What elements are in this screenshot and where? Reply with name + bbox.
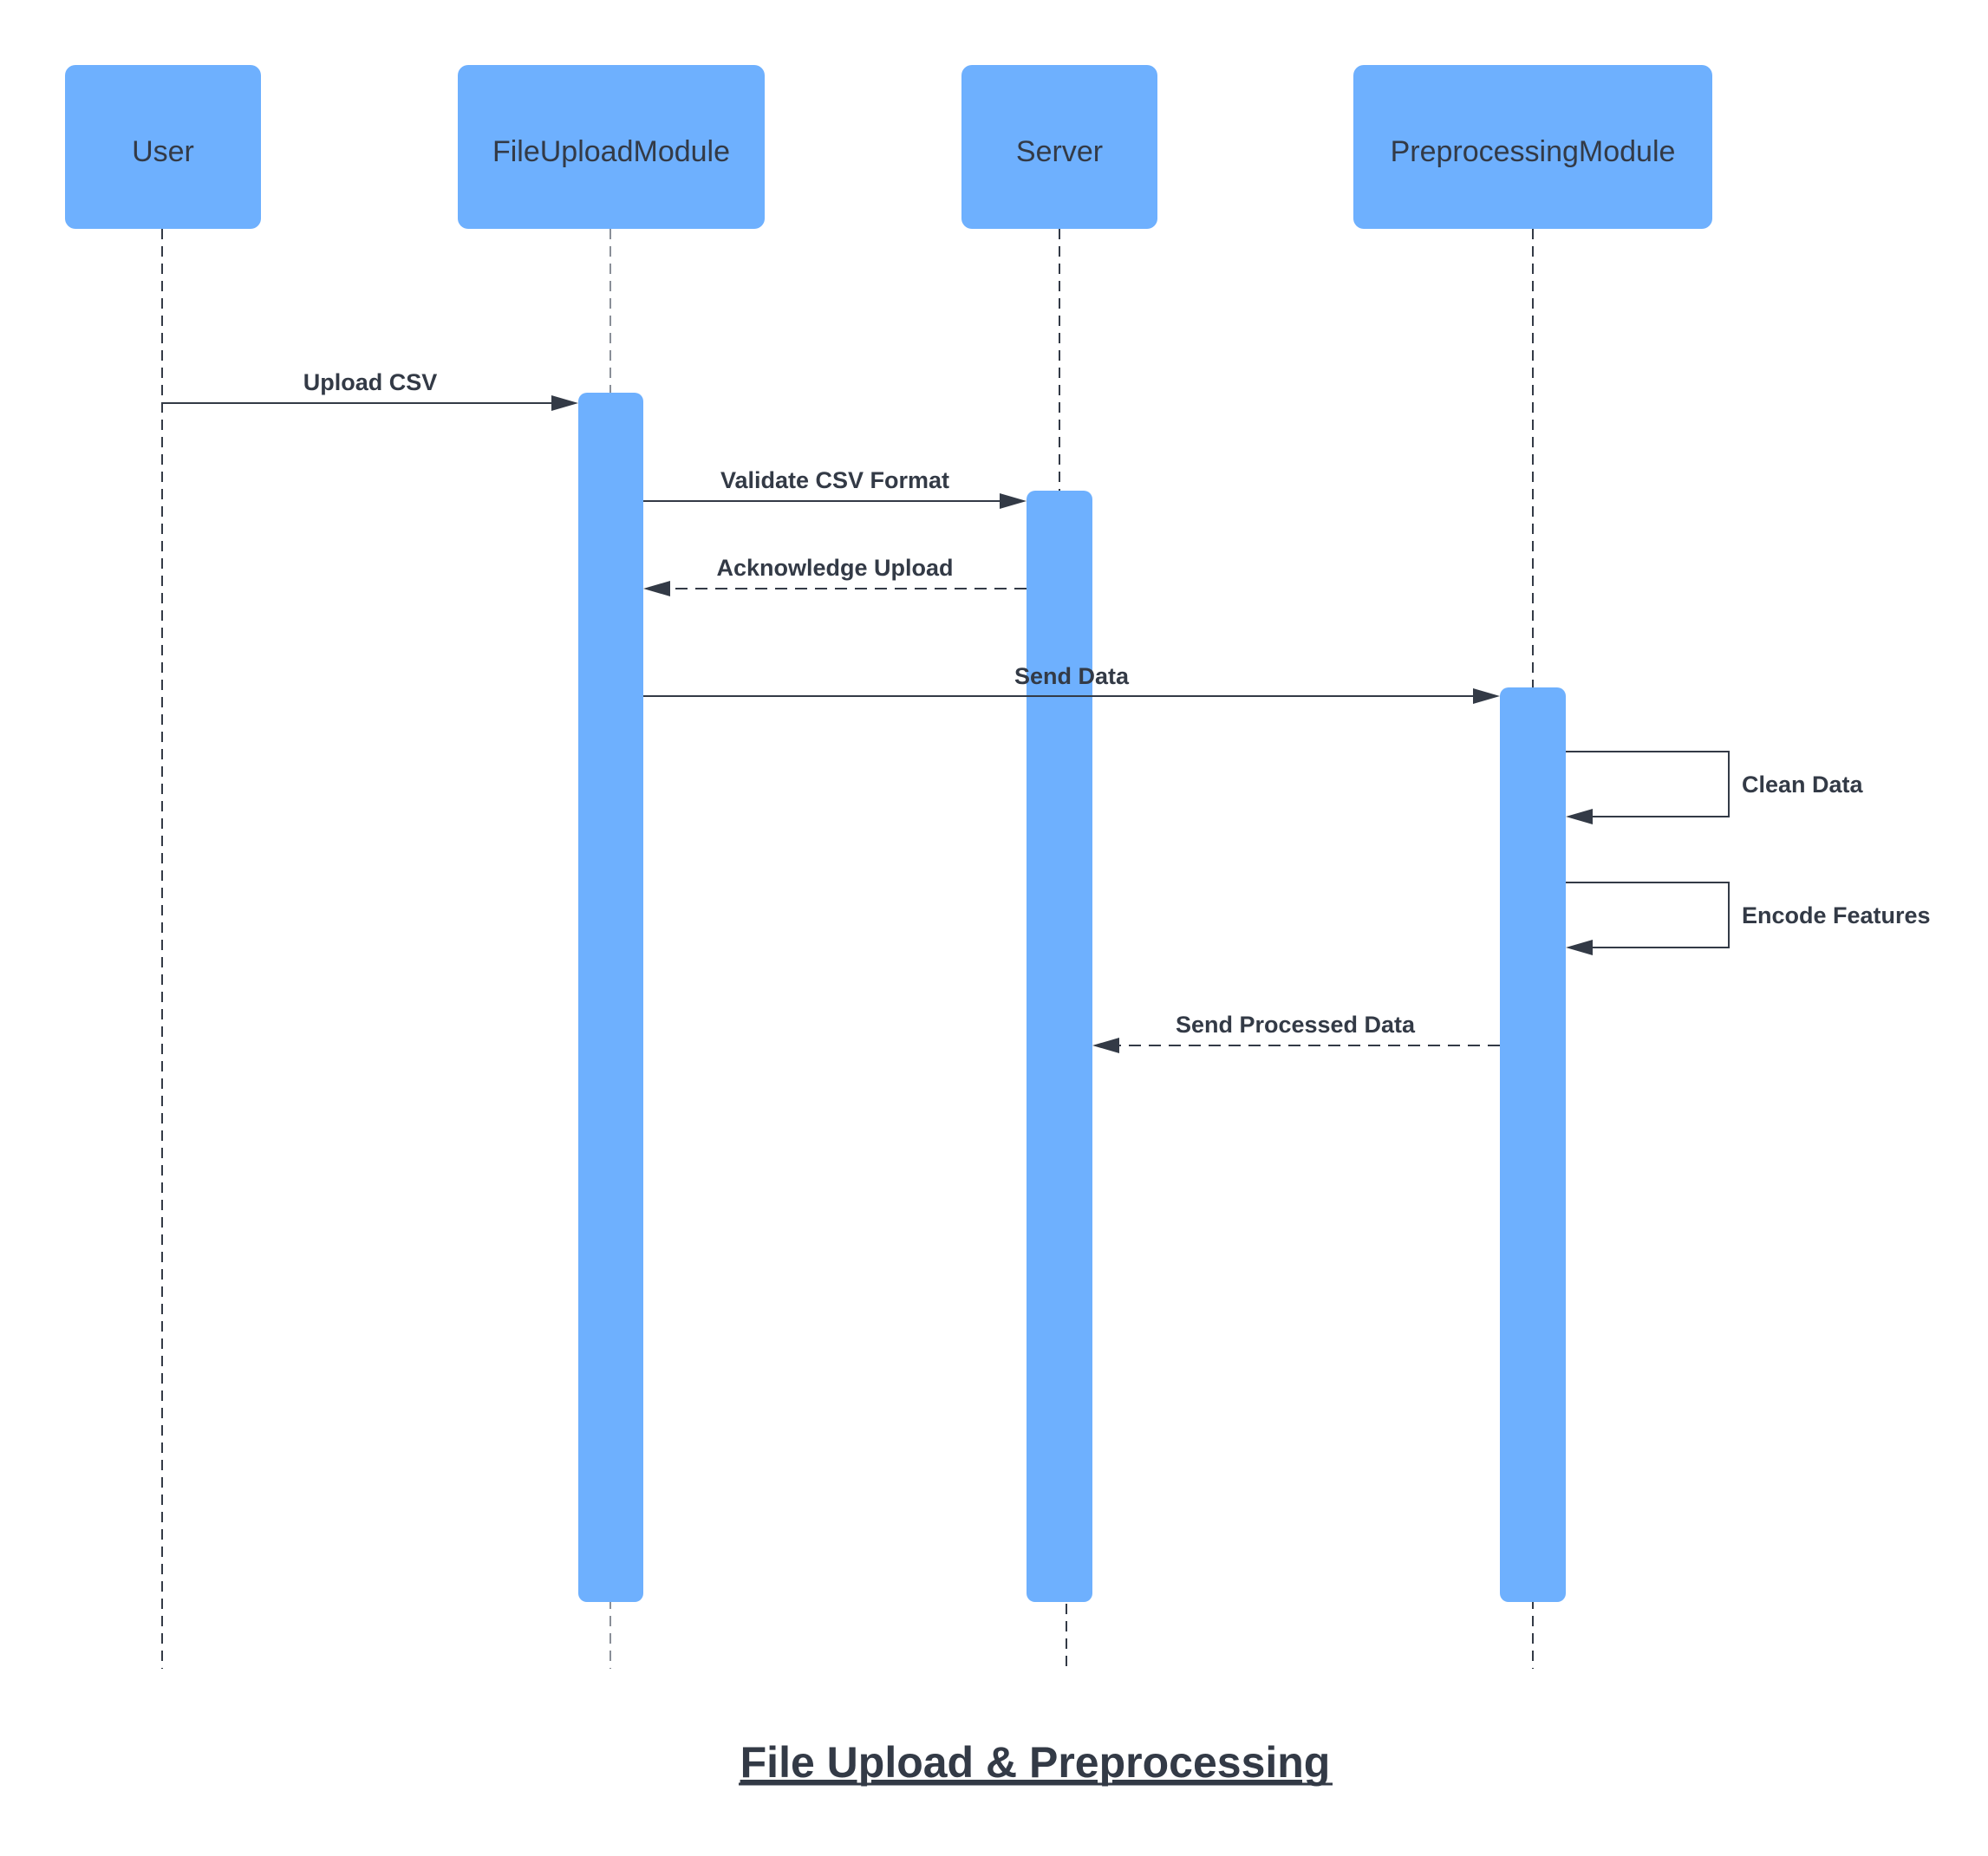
message-send-data: Send Data [643,663,1500,704]
actor-server: Server [961,65,1157,229]
actor-preproc: PreprocessingModule [1353,65,1712,229]
message-validate-csv-format: Validate CSV Format [643,467,1027,509]
actor-server-label: Server [1016,135,1103,168]
message-encode-features: Encode Features [1566,882,1931,955]
message-validate-csv-format-label: Validate CSV Format [720,467,949,493]
activation-preproc [1500,687,1566,1602]
arrowhead-send-data [1473,688,1500,704]
message-send-data-label: Send Data [1014,663,1130,689]
message-encode-features-label: Encode Features [1742,902,1931,928]
diagram-title: File Upload & Preprocessing [740,1738,1331,1787]
arrowhead-acknowledge-upload [643,581,670,596]
actor-preproc-label: PreprocessingModule [1391,135,1676,168]
message-clean-data-label: Clean Data [1742,772,1864,798]
arrowhead-encode-features [1566,940,1593,955]
arrowhead-upload-csv [551,395,578,411]
activation-fileupload [578,393,643,1602]
activation-server [1027,491,1092,1602]
actor-fileupload-label: FileUploadModule [492,135,730,168]
actor-user: User [65,65,261,229]
actor-user-label: User [132,135,194,168]
message-acknowledge-upload: Acknowledge Upload [643,555,1027,596]
message-upload-csv: Upload CSV [162,369,578,411]
message-send-processed-data: Send Processed Data [1092,1012,1500,1053]
message-send-processed-data-label: Send Processed Data [1176,1012,1416,1038]
message-upload-csv-label: Upload CSV [303,369,438,395]
arrowhead-validate-csv-format [1000,493,1027,509]
actor-fileupload: FileUploadModule [458,65,765,229]
arrowhead-send-processed-data [1092,1038,1119,1053]
message-acknowledge-upload-label: Acknowledge Upload [716,555,953,581]
message-clean-data: Clean Data [1566,751,1864,824]
arrowhead-clean-data [1566,809,1593,824]
